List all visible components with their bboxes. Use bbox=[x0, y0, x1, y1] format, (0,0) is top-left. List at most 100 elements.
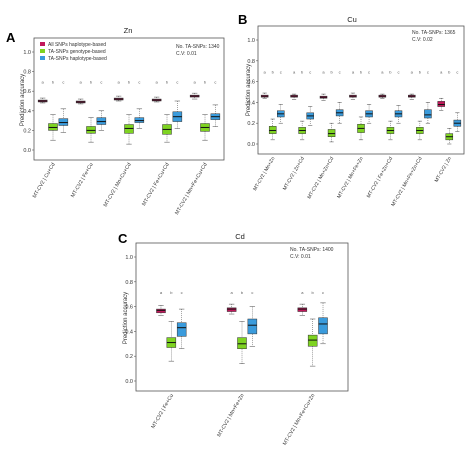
box-all bbox=[437, 101, 445, 107]
y-tick-label: 0.6 bbox=[247, 80, 255, 86]
significance-letter: b bbox=[419, 69, 422, 74]
panel-label-c: C bbox=[118, 231, 128, 246]
category-label: MT-CV2 | Mn+Zn+Cd bbox=[306, 156, 335, 200]
significance-letter: a bbox=[156, 79, 159, 84]
panel-a-title: Zn bbox=[124, 26, 133, 35]
y-tick-label: 0.2 bbox=[247, 121, 255, 127]
significance-letter: a bbox=[80, 79, 83, 84]
significance-letter: b bbox=[272, 69, 275, 74]
box-hap bbox=[176, 322, 187, 337]
significance-letter: a bbox=[264, 69, 267, 74]
y-tick-label: 0.4 bbox=[247, 100, 255, 106]
significance-letter: c bbox=[176, 79, 178, 84]
significance-letter: b bbox=[360, 69, 363, 74]
significance-letter: b bbox=[312, 290, 315, 295]
panel-label-a: A bbox=[6, 30, 16, 45]
category-label: MT-CV2 | Mn+Fe+Zn bbox=[216, 393, 246, 438]
category-label: MT-CV2 | Zn+Cd bbox=[282, 156, 306, 192]
category-label: MT-CV2 | Mn+Fe+Zn bbox=[336, 156, 365, 200]
panel-b-frame bbox=[257, 25, 465, 155]
category-label: MT-CV2 | Fe+Cu bbox=[70, 162, 95, 199]
significance-letter: a bbox=[160, 290, 163, 295]
panel-a: A Zn Prediction accuracy No. TA-SNPs: 13… bbox=[6, 26, 225, 216]
legend-label-hap: TA-SNPs haplotype-based bbox=[48, 56, 107, 62]
y-tick-label: 1.0 bbox=[247, 38, 255, 44]
y-tick-label: 0.6 bbox=[23, 89, 31, 95]
significance-letter: c bbox=[251, 290, 253, 295]
box-all bbox=[226, 307, 237, 312]
box-hap bbox=[424, 109, 432, 119]
significance-letter: a bbox=[322, 69, 325, 74]
significance-letter: a bbox=[411, 69, 414, 74]
significance-letter: b bbox=[448, 69, 451, 74]
y-tick-label: 0.0 bbox=[125, 379, 133, 385]
significance-letter: c bbox=[100, 79, 102, 84]
box-geno bbox=[268, 126, 277, 134]
category-label: MT-CV2 | Mn+Zn bbox=[252, 156, 276, 192]
box-hap bbox=[247, 318, 258, 335]
significance-letter: a bbox=[194, 79, 197, 84]
panel-c: C Cd Prediction accuracy No. TA-SNPs: 14… bbox=[118, 231, 349, 447]
significance-letter: a bbox=[118, 79, 121, 84]
significance-letter: b bbox=[128, 79, 131, 84]
legend-swatch-hap bbox=[40, 56, 45, 60]
box-geno bbox=[307, 334, 318, 347]
significance-letter: c bbox=[322, 290, 324, 295]
significance-letter: c bbox=[214, 79, 216, 84]
panel-b-title: Cu bbox=[347, 15, 357, 24]
significance-letter: c bbox=[339, 69, 341, 74]
y-tick-label: 0.2 bbox=[23, 128, 31, 134]
panel-a-cv: C.V: 0.01 bbox=[176, 51, 197, 57]
significance-letter: c bbox=[62, 79, 64, 84]
significance-letter: b bbox=[330, 69, 333, 74]
significance-letter: a bbox=[440, 69, 443, 74]
significance-letter: c bbox=[181, 290, 183, 295]
category-label: MT-CV2 | Mn+Fe+Zn+Cd bbox=[390, 156, 423, 208]
box-geno bbox=[237, 337, 247, 350]
y-tick-label: 0.4 bbox=[23, 109, 31, 115]
legend-swatch-geno bbox=[40, 49, 45, 53]
y-tick-label: 0.8 bbox=[23, 70, 31, 76]
panel-c-ylabel: Prediction accuracy bbox=[123, 292, 129, 344]
significance-letter: b bbox=[241, 290, 244, 295]
significance-letter: c bbox=[280, 69, 282, 74]
category-label: MT-CV2 | Cu+Cd bbox=[32, 162, 57, 199]
significance-letter: a bbox=[231, 290, 234, 295]
panel-b-ylabel: Prediction accuracy bbox=[246, 64, 252, 116]
significance-letter: a bbox=[293, 69, 296, 74]
significance-letter: b bbox=[389, 69, 392, 74]
significance-letter: b bbox=[90, 79, 93, 84]
significance-letter: c bbox=[309, 69, 311, 74]
panel-c-frame bbox=[135, 242, 349, 392]
category-label: MT-CV2 | Fe+Cu+Cd bbox=[141, 162, 171, 207]
y-tick-label: 0.8 bbox=[125, 280, 133, 286]
panel-a-snp-count: No. TA-SNPs: 1340 bbox=[176, 44, 220, 50]
significance-letter: b bbox=[170, 290, 173, 295]
panel-c-snp-count: No. TA-SNPs: 1400 bbox=[290, 247, 334, 253]
category-label: MT-CV2 | Mn+Fe+Cu+Zn bbox=[282, 393, 316, 447]
panel-b-cv: C.V: 0.02 bbox=[412, 37, 433, 43]
box-hap bbox=[318, 317, 328, 335]
significance-letter: b bbox=[301, 69, 304, 74]
y-tick-label: 1.0 bbox=[125, 255, 133, 261]
significance-letter: b bbox=[204, 79, 207, 84]
category-label: MT-CV2 | Fe+Zn+Cd bbox=[366, 156, 394, 199]
panel-b: B Cu Prediction accuracy No. TA-SNPs: 13… bbox=[238, 12, 465, 208]
panel-a-ylabel: Prediction accuracy bbox=[20, 74, 26, 126]
panel-a-frame bbox=[33, 37, 225, 161]
panel-c-cv: C.V: 0.01 bbox=[290, 254, 311, 260]
legend-label-geno: TA-SNPs genotype-based bbox=[48, 49, 106, 55]
y-tick-label: 0.2 bbox=[125, 354, 133, 360]
y-tick-label: 1.0 bbox=[23, 50, 31, 56]
box-geno bbox=[327, 129, 336, 137]
y-tick-label: 0.6 bbox=[125, 305, 133, 311]
category-label: MT-CV2 | Mn+Fe+Cu+Cd bbox=[174, 162, 209, 216]
significance-letter: a bbox=[381, 69, 384, 74]
category-label: MT-CV2 | Mn+Cu+Cd bbox=[103, 162, 133, 208]
y-tick-label: 0.8 bbox=[247, 59, 255, 65]
significance-letter: a bbox=[42, 79, 45, 84]
legend-label-all: All SNPs haplotype-based bbox=[48, 42, 106, 48]
box-all bbox=[297, 307, 308, 312]
y-tick-label: 0.0 bbox=[23, 148, 31, 154]
